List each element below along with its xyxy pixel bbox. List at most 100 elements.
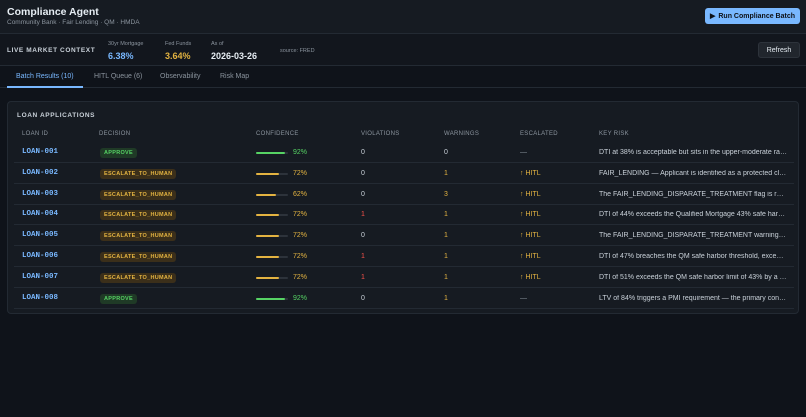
loan-applications-panel: LOAN APPLICATIONS LOAN ID DECISION CONFI… xyxy=(7,101,799,314)
violations-count: 1 xyxy=(361,253,365,260)
warnings-count: 1 xyxy=(444,232,448,240)
column-header-decision: DECISION xyxy=(99,131,131,137)
decision-badge: APPROVE xyxy=(100,293,137,304)
run-compliance-batch-button[interactable]: ▶ Run Compliance Batch xyxy=(705,8,800,24)
warnings-count: 1 xyxy=(444,169,448,177)
table-row[interactable]: LOAN-001 APPROVE 92% 0 0 — DTI at 38% is accep… xyxy=(14,143,794,163)
table-row[interactable]: LOAN-005 ESCALATE_TO_HUMAN 72% 0 1 ↑ HITL The … xyxy=(14,226,794,247)
confidence-value: 72% xyxy=(293,169,308,177)
violations-count: 1 xyxy=(361,211,365,219)
table-row[interactable]: LOAN-008 APPROVE 92% 0 1 — LTV of 84% triggers… xyxy=(14,289,794,309)
decision-badge: ESCALATE_TO_HUMAN xyxy=(100,189,177,200)
escalated-label: HITL xyxy=(525,211,541,219)
escalated-label: — xyxy=(520,294,527,302)
app-header: Compliance Agent Community Bank · Fair L… xyxy=(0,0,806,34)
data-source: source: FRED xyxy=(280,48,315,54)
market-context-bar: LIVE MARKET CONTEXT 30yr Mortgage 6.38% … xyxy=(0,34,806,66)
warnings-count: 1 xyxy=(444,253,448,260)
as-of-caption: As of xyxy=(211,41,224,47)
escalated-label: HITL xyxy=(525,273,541,281)
decision-badge: ESCALATE_TO_HUMAN xyxy=(100,272,177,283)
table-row[interactable]: LOAN-004 ESCALATE_TO_HUMAN 72% 1 1 ↑ HITL DTI … xyxy=(14,205,794,226)
loan-id-link[interactable]: LOAN-006 xyxy=(22,252,59,260)
confidence-bar-fill xyxy=(256,297,286,300)
confidence-bar xyxy=(256,193,288,196)
mortgage-rate-caption: 30yr Mortgage xyxy=(108,41,144,47)
loan-id-link[interactable]: LOAN-007 xyxy=(22,272,59,281)
confidence-bar-fill xyxy=(256,193,276,196)
loan-id-link[interactable]: LOAN-002 xyxy=(22,168,59,177)
confidence-bar-fill xyxy=(256,235,280,238)
escalated-label: HITL xyxy=(525,169,541,177)
table-row[interactable]: LOAN-003 ESCALATE_TO_HUMAN 62% 0 3 ↑ HITL The … xyxy=(14,185,794,205)
warnings-count: 3 xyxy=(444,190,448,198)
column-header-key-risk: KEY RISK xyxy=(599,131,629,137)
confidence-value: 72% xyxy=(293,253,308,260)
loan-id-link[interactable]: LOAN-008 xyxy=(22,293,59,302)
key-risk-text: The FAIR_LENDING_DISPARATE_TREATMENT war… xyxy=(599,232,787,240)
escalated-status: — xyxy=(520,295,527,302)
violations-count: 0 xyxy=(361,232,365,240)
loan-id-link[interactable]: LOAN-003 xyxy=(22,189,59,198)
escalated-status: ↑ HITL xyxy=(520,211,541,218)
refresh-button[interactable]: Refresh xyxy=(758,42,800,58)
confidence-value: 72% xyxy=(293,232,308,240)
tab-batch-results[interactable]: Batch Results (10) xyxy=(16,73,74,80)
table-row[interactable]: LOAN-002 ESCALATE_TO_HUMAN 72% 0 1 ↑ HITL FAIR… xyxy=(14,164,794,184)
confidence-bar xyxy=(256,235,288,238)
escalated-status: ↑ HITL xyxy=(520,274,541,281)
confidence-bar-fill xyxy=(256,276,280,279)
decision-badge: ESCALATE_TO_HUMAN xyxy=(100,210,177,221)
confidence-value: 62% xyxy=(293,190,308,198)
active-tab-indicator xyxy=(7,86,83,88)
column-header-confidence: CONFIDENCE xyxy=(256,131,299,137)
escalated-label: HITL xyxy=(525,190,541,198)
escalated-status: — xyxy=(520,149,527,156)
key-risk-text: FAIR_LENDING — Applicant is identified a… xyxy=(599,169,787,177)
escalated-label: HITL xyxy=(525,232,541,240)
confidence-bar xyxy=(256,276,288,279)
column-header-warnings: WARNINGS xyxy=(444,131,480,137)
confidence-value: 72% xyxy=(293,273,308,281)
escalated-status: ↑ HITL xyxy=(520,232,541,239)
fed-funds-caption: Fed Funds xyxy=(165,41,192,47)
as-of-value: 2026-03-26 xyxy=(211,51,258,61)
warnings-count: 1 xyxy=(444,294,448,302)
confidence-bar-fill xyxy=(256,152,286,154)
loan-id-link[interactable]: LOAN-001 xyxy=(22,148,59,156)
escalated-status: ↑ HITL xyxy=(520,191,541,198)
decision-badge: APPROVE xyxy=(100,148,137,158)
key-risk-text: DTI at 38% is acceptable but sits in the… xyxy=(599,149,787,156)
arrow-up-icon: ↑ xyxy=(520,190,524,198)
loan-id-link[interactable]: LOAN-005 xyxy=(22,231,59,240)
table-row[interactable]: LOAN-006 ESCALATE_TO_HUMAN 72% 1 1 ↑ HITL DTI … xyxy=(14,247,794,267)
confidence-bar xyxy=(256,172,288,175)
app-title: Compliance Agent xyxy=(7,6,99,18)
tab-hitl-queue[interactable]: HITL Queue (6) xyxy=(94,73,143,80)
violations-count: 0 xyxy=(361,294,365,302)
column-header-escalated: ESCALATED xyxy=(520,131,558,137)
tab-risk-map[interactable]: Risk Map xyxy=(220,73,250,80)
arrow-up-icon: ↑ xyxy=(520,169,524,177)
arrow-up-icon: ↑ xyxy=(520,211,524,219)
market-context-label: LIVE MARKET CONTEXT xyxy=(7,47,96,54)
tab-observability[interactable]: Observability xyxy=(160,73,201,80)
arrow-up-icon: ↑ xyxy=(520,253,524,260)
key-risk-text: The FAIR_LENDING_DISPARATE_TREATMENT fla… xyxy=(599,190,787,198)
loan-id-link[interactable]: LOAN-004 xyxy=(22,210,59,219)
mortgage-rate-value: 6.38% xyxy=(108,51,134,61)
confidence-value: 92% xyxy=(293,149,308,156)
escalated-status: ↑ HITL xyxy=(520,253,541,260)
confidence-bar xyxy=(256,297,288,300)
panel-title: LOAN APPLICATIONS xyxy=(17,112,96,119)
decision-badge: ESCALATE_TO_HUMAN xyxy=(100,252,177,262)
column-header-violations: VIOLATIONS xyxy=(361,131,400,137)
arrow-up-icon: ↑ xyxy=(520,273,524,281)
escalated-status: ↑ HITL xyxy=(520,170,541,177)
decision-badge: ESCALATE_TO_HUMAN xyxy=(100,168,177,179)
key-risk-text: LTV of 84% triggers a PMI requirement — … xyxy=(599,294,787,302)
table-row[interactable]: LOAN-007 ESCALATE_TO_HUMAN 72% 1 1 ↑ HITL DTI … xyxy=(14,268,794,288)
warnings-count: 1 xyxy=(444,211,448,219)
confidence-bar xyxy=(256,152,288,154)
confidence-bar-fill xyxy=(256,214,280,217)
